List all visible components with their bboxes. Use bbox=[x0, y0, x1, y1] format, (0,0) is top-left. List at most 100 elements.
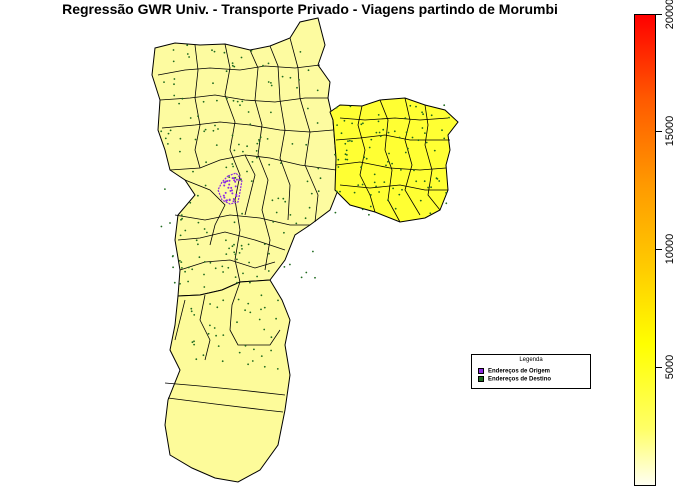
destination-point bbox=[375, 131, 378, 134]
destination-point bbox=[178, 102, 181, 105]
destination-point bbox=[378, 191, 380, 193]
destination-point bbox=[172, 266, 175, 269]
destination-point bbox=[232, 165, 235, 168]
destination-point bbox=[373, 181, 376, 184]
destination-point bbox=[240, 56, 243, 59]
destination-point bbox=[212, 129, 215, 132]
destination-point bbox=[250, 49, 253, 52]
destination-point bbox=[213, 327, 216, 329]
destination-point bbox=[401, 188, 403, 191]
destination-point bbox=[277, 197, 280, 200]
origin-point bbox=[232, 200, 235, 203]
destination-point bbox=[217, 345, 220, 347]
destination-point bbox=[316, 122, 319, 124]
destination-point bbox=[394, 207, 397, 210]
destination-point bbox=[221, 360, 224, 363]
destination-point bbox=[202, 100, 205, 103]
destination-point bbox=[360, 123, 363, 126]
destination-point bbox=[249, 311, 252, 314]
destination-point bbox=[204, 184, 207, 187]
city-east-region bbox=[329, 97, 459, 223]
destination-point bbox=[337, 166, 340, 168]
destination-point bbox=[181, 217, 184, 220]
destination-point bbox=[360, 166, 362, 169]
destination-point bbox=[282, 197, 285, 200]
destination-point bbox=[258, 139, 260, 141]
destination-point bbox=[314, 276, 316, 279]
destination-point bbox=[239, 104, 241, 107]
destination-point bbox=[233, 65, 236, 68]
destination-point bbox=[266, 138, 269, 140]
destination-point bbox=[272, 221, 275, 223]
origin-point bbox=[235, 178, 238, 181]
destination-point bbox=[236, 100, 239, 103]
destination-point bbox=[445, 192, 447, 194]
destination-point bbox=[179, 282, 181, 285]
origin-point bbox=[227, 186, 230, 189]
destination-point bbox=[368, 213, 370, 216]
destination-point bbox=[216, 99, 218, 102]
destination-point bbox=[267, 270, 270, 272]
destination-point bbox=[231, 245, 234, 248]
destination-point bbox=[344, 142, 347, 145]
destination-point bbox=[430, 186, 432, 189]
destination-point bbox=[398, 193, 401, 196]
legend-item-destination: Endereços de Destino bbox=[478, 376, 551, 383]
origin-point bbox=[228, 199, 231, 202]
destination-point bbox=[189, 117, 192, 119]
origin-point bbox=[238, 179, 241, 181]
district-borders bbox=[157, 37, 450, 413]
origin-swatch-icon bbox=[478, 368, 484, 374]
destination-point bbox=[240, 178, 242, 181]
destination-point bbox=[225, 166, 228, 169]
destination-point bbox=[250, 180, 253, 183]
destination-point bbox=[391, 162, 393, 165]
destination-point bbox=[256, 142, 259, 145]
destination-point bbox=[268, 163, 271, 166]
origin-point bbox=[224, 181, 226, 184]
destination-point bbox=[305, 271, 308, 274]
destination-point bbox=[173, 281, 176, 284]
destination-point bbox=[241, 212, 244, 215]
destination-point bbox=[247, 363, 250, 366]
destination-point bbox=[433, 149, 436, 152]
destination-point bbox=[173, 94, 176, 97]
scale-label-20000: 20000 bbox=[664, 0, 676, 30]
destination-point bbox=[299, 51, 302, 53]
destination-point bbox=[181, 97, 184, 100]
origin-point bbox=[228, 179, 231, 182]
destination-point bbox=[268, 252, 270, 255]
destination-point bbox=[443, 137, 446, 140]
scale-tick-15000 bbox=[656, 131, 662, 132]
destination-point bbox=[214, 267, 217, 270]
destination-point bbox=[203, 286, 206, 288]
destination-point bbox=[171, 255, 174, 258]
destination-point bbox=[263, 243, 266, 246]
destination-point bbox=[383, 181, 386, 184]
destination-point bbox=[209, 324, 211, 327]
destination-point bbox=[194, 138, 197, 141]
destination-point bbox=[198, 256, 201, 259]
destination-point bbox=[202, 354, 205, 357]
destination-point bbox=[164, 137, 167, 140]
destination-point bbox=[225, 70, 228, 73]
destination-point bbox=[238, 252, 241, 254]
destination-point bbox=[209, 303, 212, 305]
destination-point bbox=[289, 214, 292, 216]
destination-point bbox=[247, 302, 250, 305]
destination-point bbox=[169, 129, 172, 132]
origin-point bbox=[226, 199, 228, 202]
destination-point bbox=[435, 177, 438, 180]
destination-point bbox=[203, 273, 205, 276]
destination-point bbox=[246, 170, 248, 173]
destination-point bbox=[343, 119, 346, 122]
destination-point bbox=[179, 234, 182, 237]
destination-point bbox=[404, 117, 407, 119]
destination-point bbox=[277, 299, 279, 302]
destination-point bbox=[172, 60, 175, 63]
destination-point bbox=[308, 206, 311, 209]
city-south-region bbox=[164, 279, 291, 483]
destination-point bbox=[234, 176, 237, 179]
destination-point bbox=[191, 268, 194, 271]
destination-point bbox=[173, 78, 176, 80]
